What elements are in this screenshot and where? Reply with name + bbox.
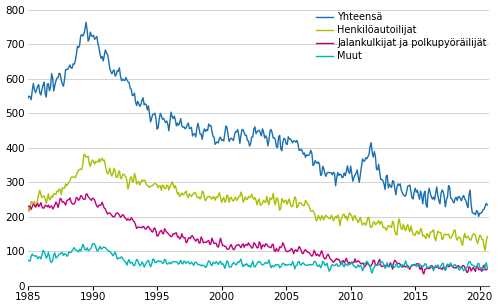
Yhteensä (484, 203, 490, 207)
Jalankulkijat ja polkupyöräilijät (80, 197, 86, 201)
Yhteensä (25, 96, 31, 100)
Henkilöautoilijat (484, 235, 490, 238)
Henkilöautoilijat (276, 201, 281, 205)
Line: Yhteensä: Yhteensä (28, 22, 487, 217)
Muut (167, 261, 173, 265)
Yhteensä (276, 135, 281, 139)
Jalankulkijat ja polkupyöräilijät (276, 249, 281, 253)
Muut (369, 271, 375, 275)
Jalankulkijat ja polkupyöräilijät (358, 261, 364, 265)
Muut (358, 264, 364, 268)
Yhteensä (80, 34, 86, 38)
Yhteensä (83, 20, 89, 24)
Yhteensä (54, 76, 60, 80)
Jalankulkijat ja polkupyöräilijät (421, 272, 427, 276)
Jalankulkijat ja polkupyöräilijät (318, 249, 324, 253)
Muut (484, 266, 490, 270)
Line: Jalankulkijat ja polkupyöräilijät: Jalankulkijat ja polkupyöräilijät (28, 194, 487, 274)
Henkilöautoilijat (167, 185, 173, 189)
Jalankulkijat ja polkupyöräilijät (54, 202, 60, 206)
Muut (90, 242, 96, 245)
Legend: Yhteensä, Henkilöautoilijat, Jalankulkijat ja polkupyöräilijät, Muut: Yhteensä, Henkilöautoilijat, Jalankulkij… (316, 12, 486, 61)
Jalankulkijat ja polkupyöräilijät (167, 233, 173, 237)
Muut (80, 242, 86, 246)
Muut (318, 264, 324, 268)
Henkilöautoilijat (318, 214, 324, 217)
Henkilöautoilijat (81, 152, 87, 156)
Henkilöautoilijat (80, 163, 86, 166)
Yhteensä (358, 172, 364, 176)
Yhteensä (318, 173, 324, 176)
Line: Henkilöautoilijat: Henkilöautoilijat (28, 154, 487, 250)
Muut (276, 263, 281, 267)
Yhteensä (476, 215, 482, 218)
Muut (25, 258, 31, 262)
Jalankulkijat ja polkupyöräilijät (84, 192, 90, 196)
Yhteensä (167, 120, 173, 123)
Line: Muut: Muut (28, 244, 487, 273)
Jalankulkijat ja polkupyöräilijät (25, 205, 31, 209)
Henkilöautoilijat (482, 249, 488, 252)
Jalankulkijat ja polkupyöräilijät (484, 267, 490, 271)
Henkilöautoilijat (54, 189, 60, 193)
Muut (54, 255, 60, 259)
Henkilöautoilijat (358, 216, 364, 219)
Henkilöautoilijat (25, 206, 31, 210)
